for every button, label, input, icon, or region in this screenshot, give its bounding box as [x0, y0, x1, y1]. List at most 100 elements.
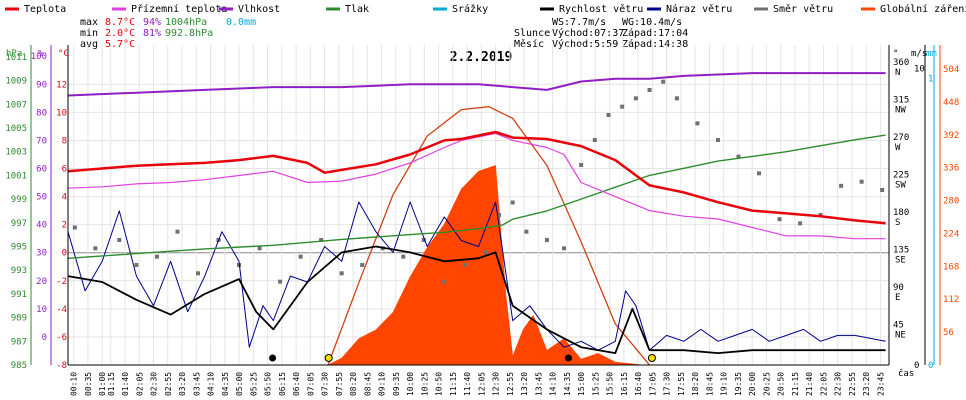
- time-axis-tick: 09:35: [392, 372, 401, 396]
- radiation-axis-tick: 504: [943, 65, 959, 75]
- direction-axis-label: SW: [895, 181, 906, 191]
- wind-direction-point: [592, 138, 597, 142]
- radiation-axis-tick: 280: [943, 197, 959, 207]
- time-axis-tick: 10:50: [435, 372, 444, 396]
- hpa-axis-tick: 995: [11, 242, 27, 252]
- hpa-axis-tick: 1001: [5, 171, 27, 181]
- pressure-line: [67, 134, 886, 259]
- moonrise-time: Východ:5:59: [552, 38, 618, 50]
- hpa-axis-tick: 999: [11, 195, 27, 205]
- stats-max-humidity: 94%: [143, 17, 161, 28]
- direction-axis-label: E: [895, 293, 900, 303]
- time-axis-tick: 10:00: [406, 372, 415, 396]
- time-axis-tick: 15:25: [591, 372, 600, 396]
- moonset-marker: [564, 354, 572, 362]
- moonrise-marker: [269, 354, 277, 362]
- stats-min-pressure: 992.8hPa: [165, 28, 213, 39]
- hpa-axis-tick: 1011: [5, 53, 27, 63]
- celsius-axis-tick: 12: [56, 80, 67, 90]
- direction-axis-tick: 225: [893, 171, 909, 181]
- hpa-axis-tick: 987: [11, 337, 27, 347]
- wind-direction-point: [715, 138, 720, 142]
- wind-direction-point: [695, 121, 700, 126]
- time-axis-tick: 07:30: [321, 372, 330, 396]
- wind-direction-point: [442, 279, 447, 284]
- direction-axis-label: NE: [895, 331, 906, 341]
- time-axis-tick: 06:15: [278, 372, 287, 396]
- time-axis-tick: 09:10: [378, 372, 387, 396]
- celsius-axis-tick: -2: [56, 277, 67, 287]
- wind-direction-point: [278, 279, 283, 284]
- radiation-axis-tick: 56: [943, 328, 954, 338]
- wind-direction-point: [606, 113, 611, 117]
- time-axis-tick: 10:25: [420, 372, 429, 396]
- legend-entry: Tlak: [345, 4, 369, 15]
- stats-max-temp: 8.7°C: [105, 17, 135, 28]
- radiation-axis-tick: 224: [943, 229, 959, 239]
- hpa-axis-tick: 989: [11, 314, 27, 324]
- time-axis-tick: 06:40: [292, 372, 301, 396]
- time-axis-tick: 07:05: [306, 372, 315, 396]
- percent-axis-tick: 0: [42, 333, 47, 343]
- time-axis-tick: 22:30: [834, 372, 843, 396]
- hpa-axis-tick: 993: [11, 266, 27, 276]
- direction-axis-tick: 315: [893, 96, 909, 106]
- stats-min-label: min: [80, 28, 98, 39]
- wind-direction-point: [175, 229, 180, 234]
- direction-axis-label: S: [895, 218, 900, 228]
- wind-speed-max: WS:7.7m/s: [552, 17, 606, 28]
- time-axis-tick: 05:50: [264, 372, 273, 396]
- time-axis-tick: 02:05: [135, 372, 144, 396]
- radiation-area: [327, 165, 643, 366]
- clear-sky-radiation-line: [327, 106, 650, 366]
- wind-direction-point: [661, 79, 666, 84]
- temperature-line: [67, 130, 886, 225]
- radiation-axis-tick: 336: [943, 164, 959, 174]
- time-axis-tick: 19:35: [734, 372, 743, 396]
- percent-axis-unit: %: [38, 49, 44, 59]
- stats-min-humidity: 81%: [143, 28, 161, 39]
- sunset-time: Západ:17:04: [622, 27, 688, 39]
- wind-direction-point: [859, 179, 864, 184]
- time-axis-tick: 08:45: [363, 372, 372, 396]
- sun-label: Slunce: [514, 28, 550, 39]
- wind-direction-point: [497, 213, 502, 217]
- time-axis-tick: 20:00: [748, 372, 757, 396]
- wind-axis-tick: 10: [914, 65, 925, 75]
- time-axis-tick: 08:20: [349, 372, 358, 396]
- direction-axis-tick: 270: [893, 133, 909, 143]
- legend-entry: Teplota: [24, 4, 66, 15]
- wind-direction-point: [319, 238, 324, 242]
- direction-axis-label: NW: [895, 106, 906, 116]
- direction-axis-unit: °: [893, 49, 898, 59]
- hpa-axis-tick: 1005: [5, 124, 27, 134]
- radiation-axis-tick: 168: [943, 262, 959, 272]
- radiation-axis-tick: 392: [943, 131, 959, 141]
- time-axis-tick: 17:05: [648, 372, 657, 396]
- percent-axis-tick: 40: [36, 221, 47, 231]
- wind-direction-point: [777, 217, 782, 222]
- wind-direction-point: [154, 254, 159, 259]
- time-axis-tick: 00:10: [70, 372, 79, 396]
- time-axis-tick: 15:50: [606, 372, 615, 396]
- percent-axis-tick: 10: [36, 305, 47, 315]
- rain-axis-tick: 0: [928, 361, 933, 371]
- wind-direction-point: [134, 263, 139, 267]
- hpa-axis-tick: 991: [11, 290, 27, 300]
- time-axis-tick: 01:40: [121, 372, 130, 396]
- time-axis-tick: 23:20: [862, 372, 871, 396]
- time-axis-tick: 20:25: [762, 372, 771, 396]
- percent-axis-tick: 100: [31, 52, 47, 62]
- time-axis-tick: 22:05: [819, 372, 828, 396]
- time-axis-tick: 13:45: [534, 372, 543, 396]
- direction-axis-tick: 45: [893, 321, 904, 331]
- direction-axis-label: N: [895, 68, 900, 78]
- percent-axis-tick: 90: [36, 80, 47, 90]
- hpa-axis-tick: 997: [11, 219, 27, 229]
- celsius-axis-tick: 0: [62, 249, 67, 259]
- moonset-time: Západ:14:38: [622, 38, 688, 50]
- time-axis-tick: 17:30: [663, 372, 672, 396]
- time-axis-tick: 21:40: [805, 372, 814, 396]
- stats-avg-label: avg: [80, 39, 98, 50]
